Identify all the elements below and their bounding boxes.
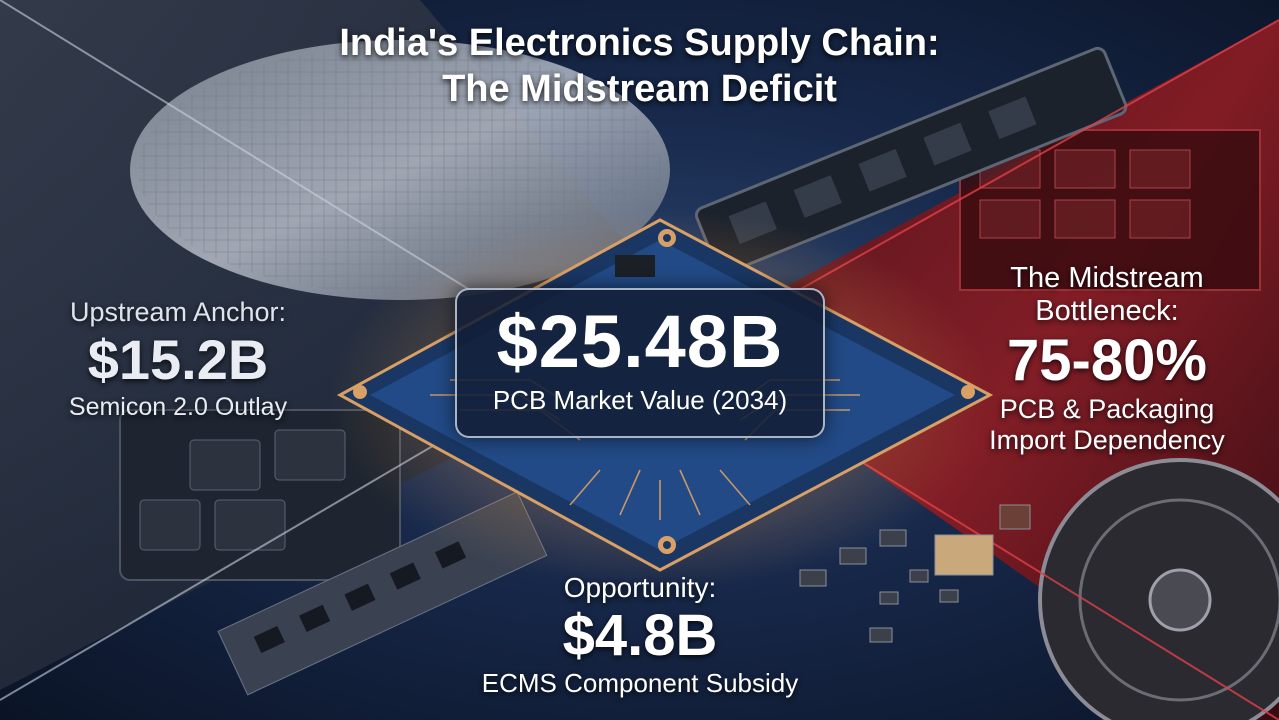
upstream-stat: Upstream Anchor: $15.2B Semicon 2.0 Outl… bbox=[28, 296, 328, 422]
opportunity-stat: Opportunity: $4.8B ECMS Component Subsid… bbox=[440, 572, 840, 698]
title-line-2: The Midstream Deficit bbox=[442, 68, 837, 110]
title-line-1: India's Electronics Supply Chain: bbox=[339, 22, 940, 64]
upstream-caption: Semicon 2.0 Outlay bbox=[68, 393, 288, 421]
bottleneck-caption-line-2: Import Dependency bbox=[989, 425, 1225, 455]
pcb-market-caption: PCB Market Value (2034) bbox=[492, 385, 788, 415]
component-tape-top bbox=[694, 46, 1128, 275]
bottleneck-caption-line-1: PCB & Packaging bbox=[999, 394, 1215, 424]
divider-line-red-top bbox=[789, 19, 1279, 296]
upstream-label: Upstream Anchor: bbox=[69, 297, 287, 327]
bottleneck-value: 75-80% bbox=[1007, 328, 1207, 393]
opportunity-value: $4.8B bbox=[562, 603, 718, 668]
smd-components bbox=[799, 504, 1031, 643]
packaging-tray bbox=[959, 129, 1261, 291]
opportunity-label: Opportunity: bbox=[563, 572, 717, 603]
bottleneck-stat: The Midstream Bottleneck: 75-80% PCB & P… bbox=[968, 262, 1246, 456]
bottleneck-label-line-2: Bottleneck: bbox=[1035, 295, 1179, 327]
opportunity-caption: ECMS Component Subsidy bbox=[481, 668, 799, 698]
bottleneck-label-line-1: The Midstream bbox=[1010, 262, 1204, 294]
chip-tray bbox=[119, 409, 401, 581]
upstream-value: $15.2B bbox=[87, 328, 269, 391]
divider-line-left bbox=[0, 0, 471, 291]
component-reel bbox=[1038, 458, 1279, 720]
pcb-market-value: $25.48B bbox=[496, 300, 784, 383]
page-title: India's Electronics Supply Chain: The Mi… bbox=[0, 20, 1279, 112]
pcb-market-callout: $25.48B PCB Market Value (2034) bbox=[455, 288, 825, 438]
